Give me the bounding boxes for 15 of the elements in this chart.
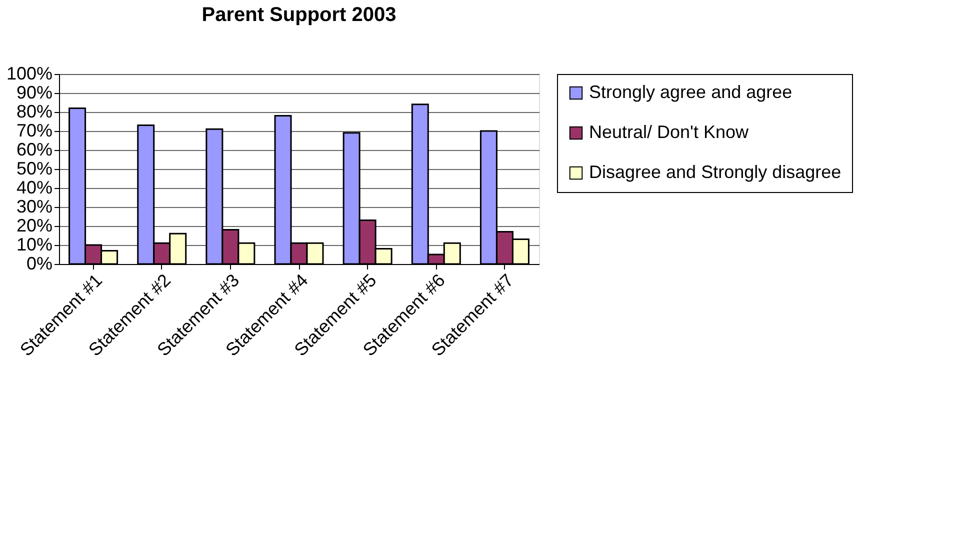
legend-label: Strongly agree and agree	[589, 82, 792, 102]
chart-title: Parent Support 2003	[202, 4, 396, 26]
y-tick-label: 60%	[16, 140, 52, 160]
y-tick-label: 100%	[6, 64, 52, 84]
y-tick-label: 90%	[16, 82, 52, 102]
y-tick-label: 20%	[16, 216, 52, 236]
y-tick-label: 30%	[16, 196, 52, 216]
legend-label: Neutral/ Don't Know	[589, 122, 750, 142]
y-tick-label: 40%	[16, 178, 52, 198]
y-tick-label: 70%	[16, 120, 52, 140]
legend-label: Disagree and Strongly disagree	[589, 162, 842, 182]
y-tick-label: 0%	[26, 254, 52, 274]
y-tick-label: 10%	[16, 234, 52, 254]
y-tick-label: 50%	[16, 158, 52, 178]
y-tick-label: 80%	[16, 102, 52, 122]
